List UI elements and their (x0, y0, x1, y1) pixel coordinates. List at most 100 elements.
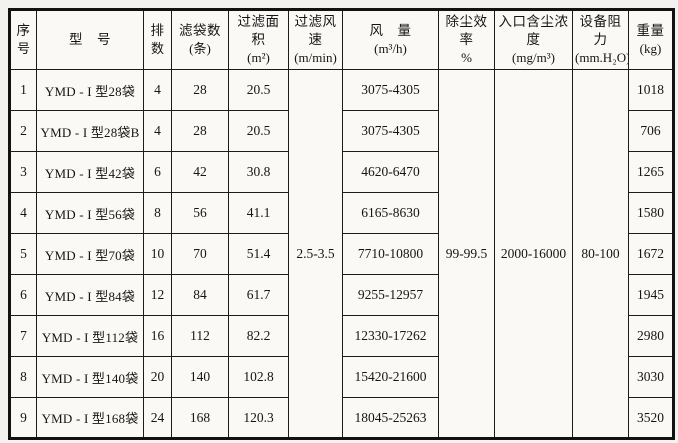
table-row: 2 YMD - I 型28袋B 4 28 20.5 3075-4305 706 (9, 110, 674, 152)
cell-weight: 1580 (628, 192, 674, 234)
col-header-resistance-line2: (mm.H₂O) (575, 50, 629, 66)
cell-air-volume: 7710-10800 (342, 233, 439, 275)
cell-filter-area: 102.8 (228, 356, 289, 398)
cell-serial: 6 (9, 274, 37, 316)
cell-row-count: 10 (143, 233, 172, 275)
col-header-row-count-line2: 数 (150, 41, 164, 57)
cell-air-volume: 6165-8630 (342, 192, 439, 234)
cell-air-volume: 18045-25263 (342, 397, 439, 439)
col-header-filter-velocity-line2: (m/min) (294, 50, 337, 66)
cell-bag-count: 70 (171, 233, 229, 275)
cell-filter-area: 61.7 (228, 274, 289, 316)
cell-filter-area: 20.5 (228, 110, 289, 152)
cell-bag-count: 140 (171, 356, 229, 398)
cell-inlet-concentration-merged: 2000-16000 (494, 69, 573, 439)
cell-air-volume: 12330-17262 (342, 315, 439, 357)
col-header-filter-area: 过滤面积 (m²) (228, 9, 289, 70)
col-header-serial: 序 号 (9, 9, 37, 70)
cell-filter-area: 120.3 (228, 397, 289, 439)
col-header-inlet-concentration: 入口含尘浓度 (mg/m³) (494, 9, 573, 70)
cell-model: YMD - I 型140袋 (36, 356, 144, 398)
col-header-weight: 重量 (kg) (628, 9, 674, 70)
cell-filter-area: 20.5 (228, 69, 289, 111)
cell-filter-area: 41.1 (228, 192, 289, 234)
col-header-serial-line1: 序 (16, 22, 31, 38)
cell-bag-count: 112 (171, 315, 229, 357)
cell-resistance-merged: 80-100 (572, 69, 629, 439)
col-header-resistance: 设备阻力 (mm.H₂O) (572, 9, 629, 70)
table-row: 8 YMD - I 型140袋 20 140 102.8 15420-21600… (9, 356, 674, 398)
col-header-filter-velocity-line1: 过滤风速 (294, 14, 337, 47)
cell-model: YMD - I 型112袋 (36, 315, 144, 357)
cell-filter-velocity-merged: 2.5-3.5 (288, 69, 343, 439)
cell-efficiency-merged: 99-99.5 (438, 69, 495, 439)
cell-serial: 1 (9, 69, 37, 111)
cell-serial: 7 (9, 315, 37, 357)
cell-bag-count: 168 (171, 397, 229, 439)
cell-air-volume: 3075-4305 (342, 110, 439, 152)
col-header-weight-line2: (kg) (639, 41, 662, 57)
col-header-air-volume: 风 量 (m³/h) (342, 9, 439, 70)
col-header-bag-count: 滤袋数 (条) (171, 9, 229, 70)
cell-row-count: 12 (143, 274, 172, 316)
cell-weight: 1945 (628, 274, 674, 316)
cell-model: YMD - I 型168袋 (36, 397, 144, 439)
cell-model: YMD - I 型84袋 (36, 274, 144, 316)
cell-weight: 3520 (628, 397, 674, 439)
cell-filter-area: 82.2 (228, 315, 289, 357)
col-header-efficiency-line1: 除尘效率 (445, 14, 488, 47)
cell-weight: 1672 (628, 233, 674, 275)
cell-weight: 706 (628, 110, 674, 152)
col-header-air-volume-line1: 风 量 (369, 22, 412, 38)
col-header-filter-area-line1: 过滤面积 (237, 14, 280, 47)
col-header-row-count: 排 数 (143, 9, 172, 70)
cell-row-count: 4 (143, 69, 172, 111)
col-header-row-count-line1: 排 (150, 22, 165, 38)
cell-filter-area: 51.4 (228, 233, 289, 275)
col-header-model: 型 号 (36, 9, 144, 70)
cell-weight: 3030 (628, 356, 674, 398)
cell-row-count: 4 (143, 110, 172, 152)
cell-row-count: 16 (143, 315, 172, 357)
cell-row-count: 8 (143, 192, 172, 234)
col-header-inlet-concentration-line1: 入口含尘浓度 (498, 14, 569, 47)
col-header-filter-area-line2: (m²) (247, 50, 270, 66)
col-header-model-line1: 型 号 (69, 32, 111, 48)
cell-row-count: 20 (143, 356, 172, 398)
col-header-resistance-line1: 设备阻力 (579, 14, 622, 47)
col-header-bag-count-line1: 滤袋数 (179, 22, 221, 38)
cell-model: YMD - I 型42袋 (36, 151, 144, 193)
table-row: 9 YMD - I 型168袋 24 168 120.3 18045-25263… (9, 397, 674, 439)
cell-weight: 1265 (628, 151, 674, 193)
cell-weight: 2980 (628, 315, 674, 357)
cell-serial: 8 (9, 356, 37, 398)
col-header-serial-line2: 号 (16, 41, 30, 57)
col-header-efficiency-line2: % (461, 50, 472, 66)
cell-serial: 3 (9, 151, 37, 193)
cell-weight: 1018 (628, 69, 674, 111)
cell-bag-count: 28 (171, 110, 229, 152)
cell-model: YMD - I 型28袋B (36, 110, 144, 152)
table-row: 1 YMD - I 型28袋 4 28 20.5 2.5-3.5 3075-43… (9, 69, 674, 439)
col-header-filter-velocity: 过滤风速 (m/min) (288, 9, 343, 70)
cell-row-count: 24 (143, 397, 172, 439)
cell-bag-count: 42 (171, 151, 229, 193)
cell-model: YMD - I 型56袋 (36, 192, 144, 234)
col-header-air-volume-line2: (m³/h) (374, 41, 407, 57)
cell-air-volume: 9255-12957 (342, 274, 439, 316)
cell-serial: 4 (9, 192, 37, 234)
cell-air-volume: 15420-21600 (342, 356, 439, 398)
cell-row-count: 6 (143, 151, 172, 193)
cell-air-volume: 3075-4305 (342, 69, 439, 111)
cell-serial: 9 (9, 397, 37, 439)
cell-bag-count: 28 (171, 69, 229, 111)
cell-serial: 2 (9, 110, 37, 152)
cell-model: YMD - I 型70袋 (36, 233, 144, 275)
col-header-bag-count-line2: (条) (189, 41, 211, 57)
col-header-efficiency: 除尘效率 % (438, 9, 495, 70)
header-row: 序 号 型 号 排 数 滤袋数 (条) 过滤面积 (m²) (9, 9, 674, 70)
cell-filter-area: 30.8 (228, 151, 289, 193)
col-header-inlet-concentration-line2: (mg/m³) (512, 50, 555, 66)
col-header-weight-line1: 重量 (636, 22, 665, 38)
cell-bag-count: 84 (171, 274, 229, 316)
